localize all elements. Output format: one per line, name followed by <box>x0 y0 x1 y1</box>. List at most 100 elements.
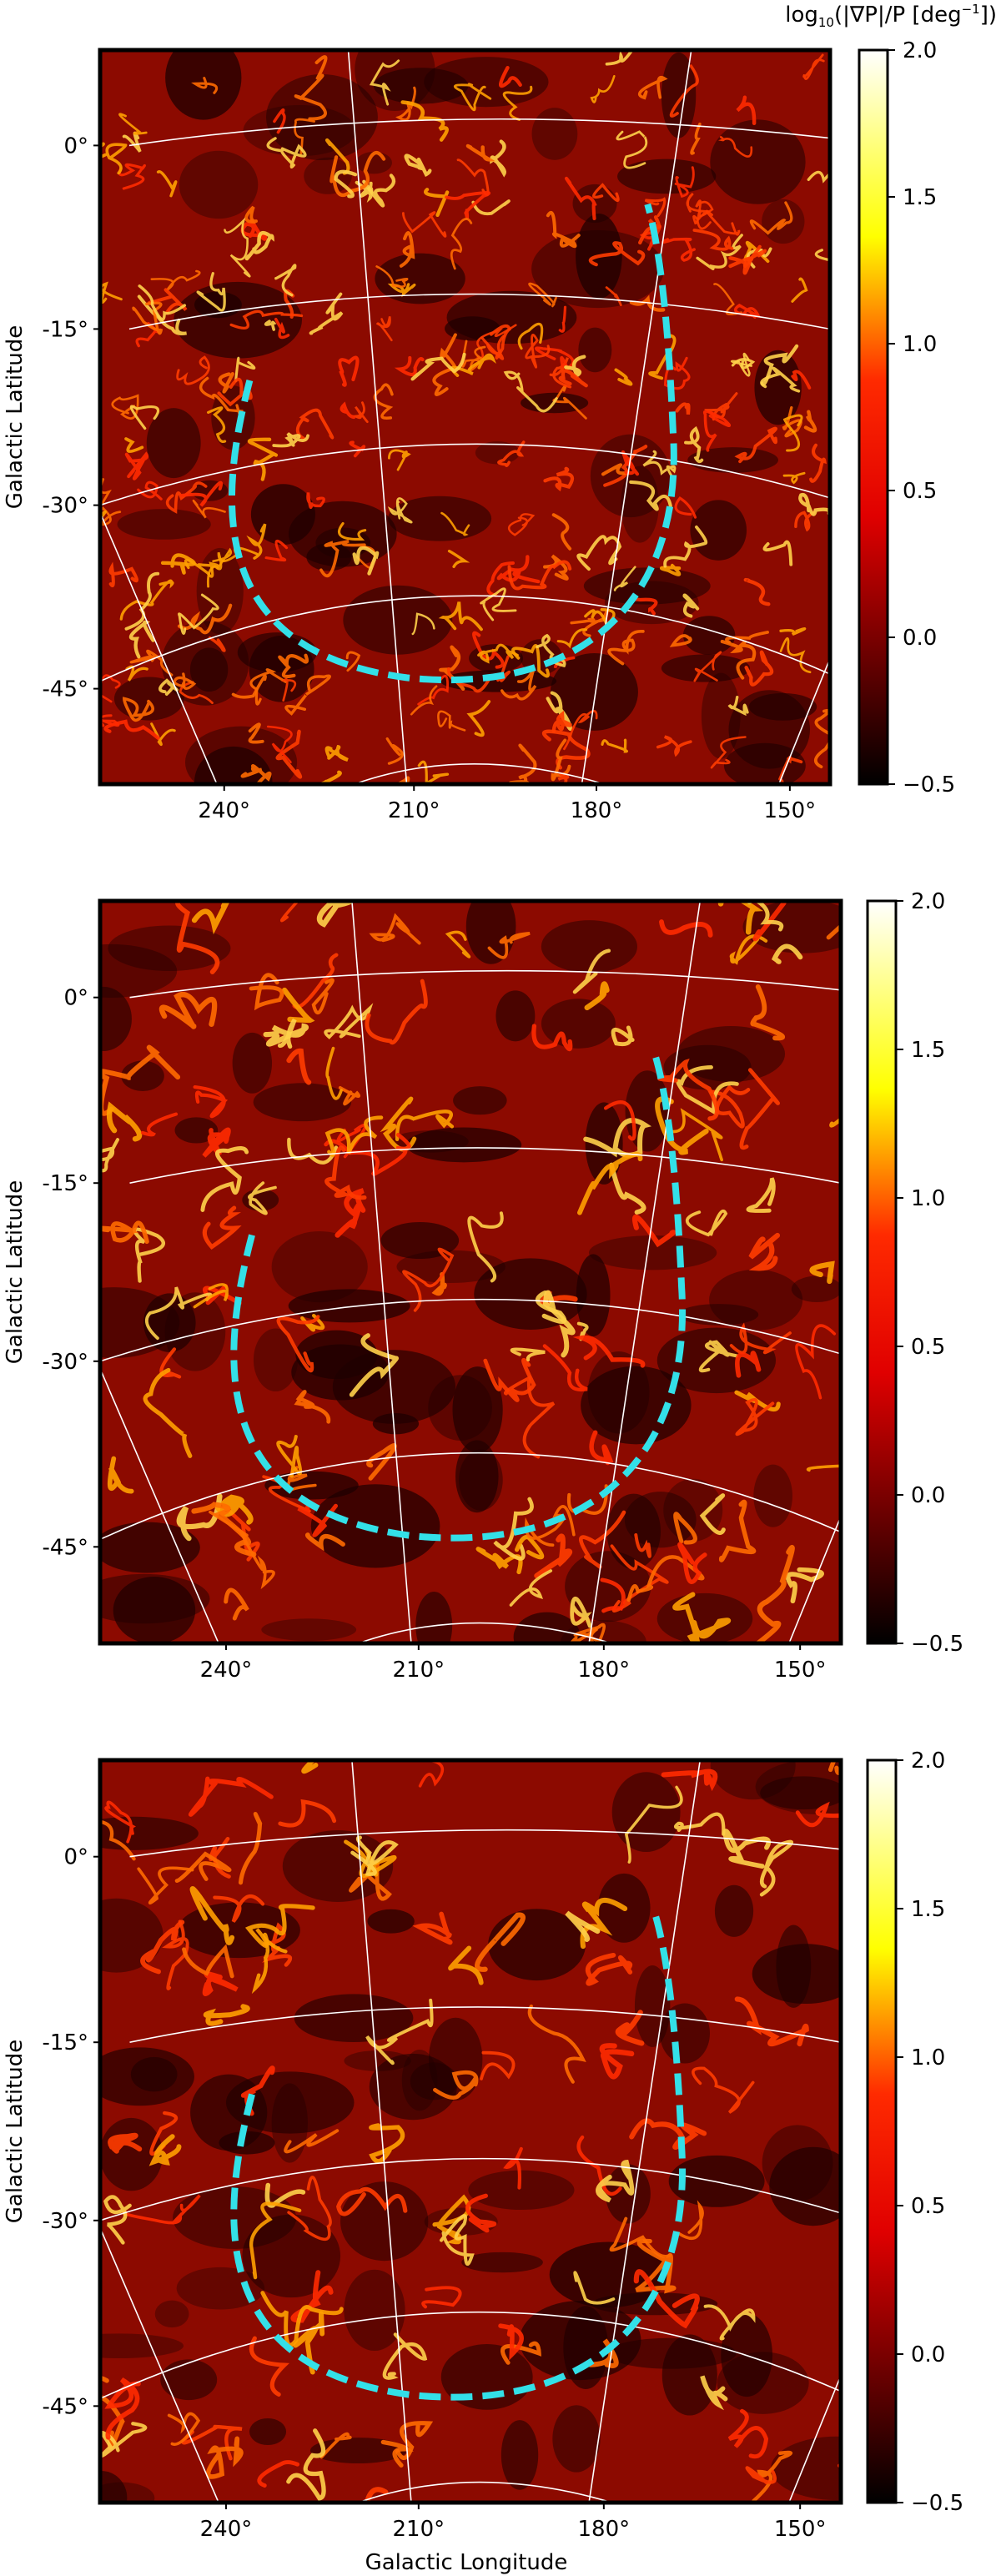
filament <box>551 513 572 551</box>
filament <box>672 1592 732 1643</box>
filament <box>143 1367 193 1458</box>
filament <box>734 426 778 464</box>
filament <box>565 176 597 220</box>
colorbar-tick-label: 1.0 <box>911 2045 945 2070</box>
filament <box>178 593 219 635</box>
filament <box>179 480 224 507</box>
filament <box>292 953 339 1009</box>
filament <box>124 437 144 453</box>
filament <box>293 2311 325 2375</box>
filament <box>294 55 328 121</box>
filament <box>150 269 201 292</box>
filament <box>718 1499 757 1562</box>
filament <box>138 284 187 321</box>
filament <box>240 219 268 241</box>
filament <box>402 1247 455 1312</box>
filament <box>191 901 230 935</box>
filament <box>100 674 121 703</box>
colorbar-tick-label: 0.5 <box>911 1335 945 1360</box>
filament <box>294 1390 331 1424</box>
filament <box>739 1068 780 1150</box>
filament <box>118 163 146 190</box>
filament <box>224 1587 249 1621</box>
filament <box>543 466 574 492</box>
filament <box>199 376 230 411</box>
filament <box>249 668 287 706</box>
filament <box>531 1024 573 1052</box>
filament <box>616 130 648 169</box>
filament <box>498 66 522 88</box>
filament <box>100 714 120 727</box>
filament <box>275 729 303 779</box>
filament <box>771 943 803 964</box>
filament <box>572 1335 646 1368</box>
colorbar-frame <box>866 899 898 1645</box>
colorbar <box>868 1760 896 2503</box>
colorbar-label: log10(|∇P|/P [deg−1]) <box>785 2 997 30</box>
filament <box>324 1145 367 1200</box>
filament <box>675 402 691 415</box>
filament <box>129 649 174 677</box>
filament <box>100 1138 120 1173</box>
filament <box>601 463 628 476</box>
filament <box>338 1086 361 1106</box>
filament <box>684 425 704 464</box>
filament <box>295 408 335 440</box>
filament <box>791 370 812 390</box>
filament <box>517 322 544 350</box>
filament <box>528 282 557 308</box>
filament <box>752 901 787 942</box>
filament <box>605 50 634 66</box>
filament <box>297 1503 338 1537</box>
filament <box>106 1101 143 1142</box>
filament <box>710 736 747 769</box>
y-axis-label: Galactic Latitude <box>3 325 28 510</box>
filament <box>735 1398 775 1436</box>
filament <box>132 301 163 335</box>
filament <box>345 651 361 672</box>
filament <box>450 218 473 270</box>
filament <box>324 1133 411 1177</box>
filament <box>601 738 629 753</box>
filament <box>631 1215 677 1248</box>
filament <box>490 139 507 178</box>
filament <box>238 1812 263 1885</box>
filament <box>802 53 825 80</box>
x-tick-label: 180° <box>578 2517 631 2542</box>
y-tick-label: -45° <box>43 677 88 702</box>
filament <box>122 2194 201 2225</box>
filament <box>453 83 492 112</box>
filament <box>692 229 734 251</box>
filament <box>249 2201 302 2280</box>
filament <box>324 1115 384 1157</box>
y-axis-label: Galactic Latitude <box>3 1180 28 1365</box>
filament <box>431 1271 447 1296</box>
colorbar-tick-label: 0.5 <box>903 479 937 504</box>
filament <box>673 1812 726 1836</box>
filament <box>284 289 295 319</box>
longitude-grid-line <box>351 901 412 1643</box>
filament <box>730 352 753 377</box>
filament <box>752 2450 793 2503</box>
filament <box>349 1862 392 1901</box>
filament <box>497 440 526 467</box>
filament <box>129 405 160 430</box>
filament <box>124 571 160 631</box>
filament <box>611 1025 635 1047</box>
filament <box>736 95 757 126</box>
filament <box>251 1928 288 1995</box>
filament <box>355 180 374 204</box>
longitude-grid-line <box>100 2227 219 2503</box>
filament <box>100 478 122 526</box>
filament <box>536 633 566 668</box>
filament <box>727 696 749 717</box>
filament <box>661 237 696 262</box>
filament <box>119 579 174 621</box>
filament <box>418 1760 445 1788</box>
latitude-grid-line <box>100 1298 841 1362</box>
filament <box>104 1800 136 1844</box>
filament <box>692 2066 755 2114</box>
filament <box>281 678 297 702</box>
filament <box>748 1232 780 1271</box>
